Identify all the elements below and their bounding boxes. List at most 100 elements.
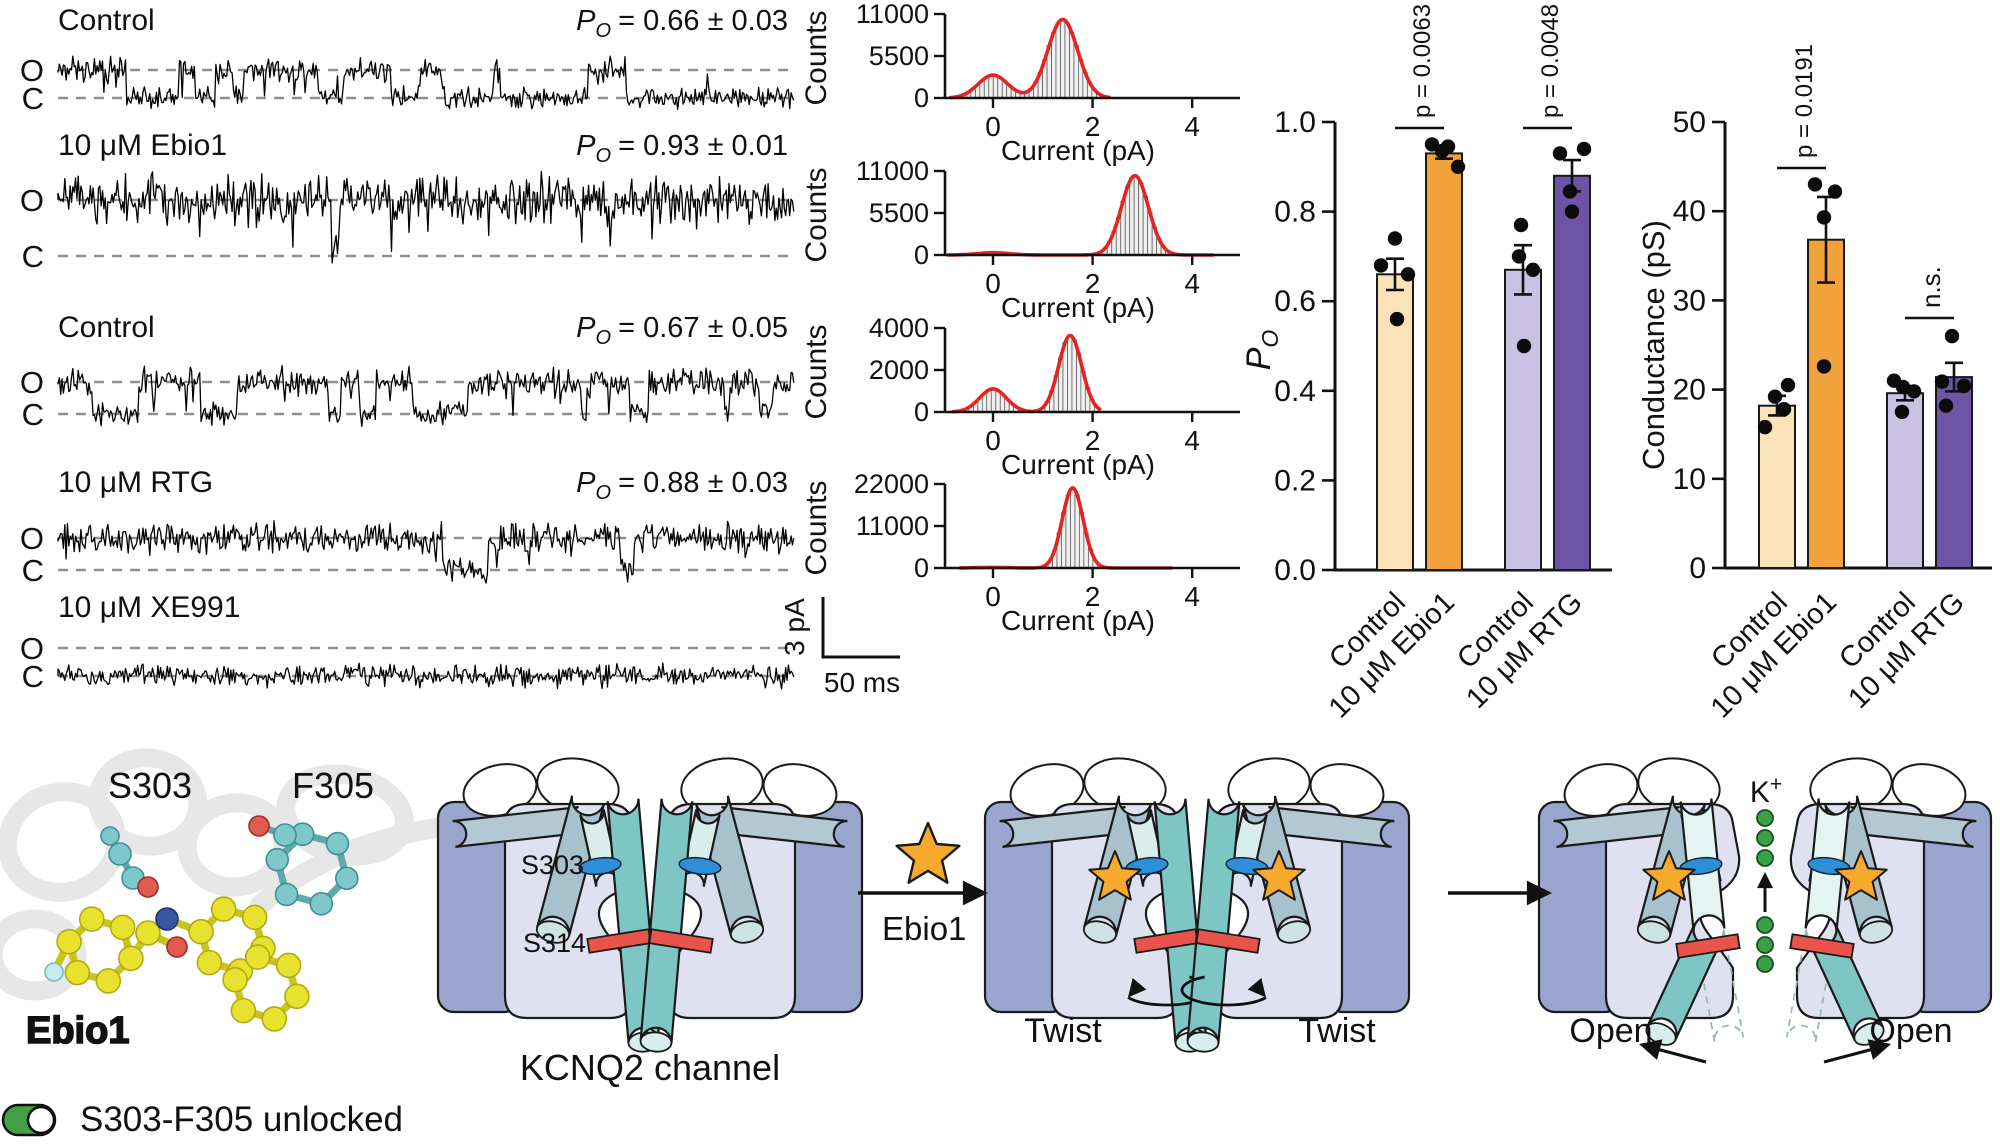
twist-rotation-arrow (1180, 975, 1267, 1007)
current-trace (57, 520, 795, 584)
y-tick-label: 30 (1673, 284, 1706, 317)
data-point (1389, 311, 1405, 327)
arrowhead (962, 880, 988, 906)
histogram-bin (1051, 31, 1057, 99)
data-point (1944, 328, 1960, 344)
schematic-s314-label: S314 (523, 928, 586, 958)
y-tick-label: 1.0 (1274, 106, 1316, 139)
y-tick-label: 0.6 (1274, 285, 1316, 318)
x-tick-label: 4 (1184, 581, 1200, 612)
histogram-bin (1138, 182, 1144, 256)
y-tick-label: 0.0 (1274, 554, 1316, 587)
helix-cap (535, 920, 571, 944)
hist-xlabel: Current (pA) (1001, 292, 1155, 323)
y-tick-label: 0 (914, 240, 929, 270)
subunit-left (1537, 757, 1745, 1064)
open-label: Open (1569, 1012, 1652, 1050)
trace-label: 10 μM Ebio1 (58, 129, 227, 162)
histogram-bin (990, 388, 997, 413)
atom (334, 866, 359, 891)
y-tick-label: 0.2 (1274, 464, 1316, 497)
x-tick-label: 4 (1184, 425, 1200, 456)
atom (284, 983, 310, 1010)
histogram-bin (1055, 22, 1061, 99)
subunit-right (1785, 757, 1993, 1064)
potassium-ion (1756, 955, 1774, 973)
x-tick-label: 2 (1085, 111, 1101, 142)
atom (188, 918, 214, 945)
po-value: PO = 0.66 ± 0.03 (576, 5, 788, 42)
ebio1-star-icon (895, 821, 961, 884)
atom (78, 906, 105, 932)
data-point (1576, 141, 1592, 157)
data-point (1816, 210, 1832, 225)
data-point (1757, 419, 1773, 435)
open-level-label: O (20, 365, 44, 400)
s314-site-marker (648, 928, 714, 954)
histogram-bin (1129, 177, 1135, 256)
histogram-bin (986, 389, 992, 413)
potassium-ion (1756, 849, 1774, 867)
helix-cap (729, 920, 765, 944)
hist-ylabel: Counts (800, 10, 833, 105)
data-point (1564, 204, 1580, 219)
x-tick-label: 2 (1085, 425, 1101, 456)
histogram-3: 0 2000 4000 0 2 4 (869, 313, 1240, 456)
x-tick-label: 0 (985, 425, 1001, 456)
closed-level-label: C (22, 81, 44, 116)
y-tick-label: 0.8 (1274, 196, 1316, 229)
subunit-left (436, 757, 661, 1053)
schematic-s303-label: S303 (521, 850, 584, 880)
channel-cartoon-open (1537, 757, 1993, 1064)
helix-cap (1636, 920, 1672, 944)
hist-ylabel: Counts (800, 480, 833, 575)
ebio1-star-icon (1252, 850, 1306, 901)
closed-level-label: C (22, 239, 44, 274)
ebio1-star-icon (1834, 850, 1888, 901)
data-point (1513, 217, 1529, 233)
current-trace (57, 364, 795, 428)
histogram-bin (1070, 487, 1076, 569)
histogram-bin (1067, 335, 1073, 413)
current-trace (57, 170, 795, 264)
trace-row (57, 646, 795, 690)
atom (274, 882, 299, 907)
trace-label: Control (58, 311, 155, 344)
histogram-bin (992, 75, 999, 99)
atom (64, 959, 91, 986)
gaussian-fit-curve (946, 173, 1215, 257)
y-tick-label: 50 (1673, 106, 1706, 139)
helix-cap (1858, 920, 1894, 944)
data-point (1894, 404, 1910, 420)
data-point (1934, 374, 1950, 389)
arrowhead (1757, 872, 1773, 889)
data-point (1400, 267, 1416, 282)
data-point (1373, 258, 1389, 273)
atom (100, 826, 120, 846)
trace-row (57, 55, 795, 110)
arrowhead (1128, 978, 1147, 998)
po-value: PO = 0.67 ± 0.05 (576, 312, 788, 349)
twist-label: Twist (1298, 1012, 1376, 1050)
atom (248, 815, 270, 837)
atom (196, 949, 223, 976)
channel-cartoon-closed (436, 757, 864, 1053)
bar (1553, 174, 1591, 572)
gaussian-fit-curve (948, 17, 1112, 100)
atom (155, 907, 179, 931)
potassium-ion (1756, 936, 1774, 954)
y-tick-label: 20 (1673, 374, 1706, 407)
bar (1504, 268, 1542, 571)
data-point (1776, 402, 1792, 417)
data-point (1895, 379, 1911, 395)
y-tick-label: 22000 (854, 469, 929, 499)
ebio1-star-icon (1088, 850, 1142, 901)
helix-cap (639, 1031, 673, 1053)
s303-site-marker (678, 856, 722, 876)
scale-bar (821, 597, 900, 659)
data-point (1780, 377, 1796, 393)
hist-ylabel: Counts (800, 324, 833, 419)
arrowhead (1526, 880, 1552, 906)
